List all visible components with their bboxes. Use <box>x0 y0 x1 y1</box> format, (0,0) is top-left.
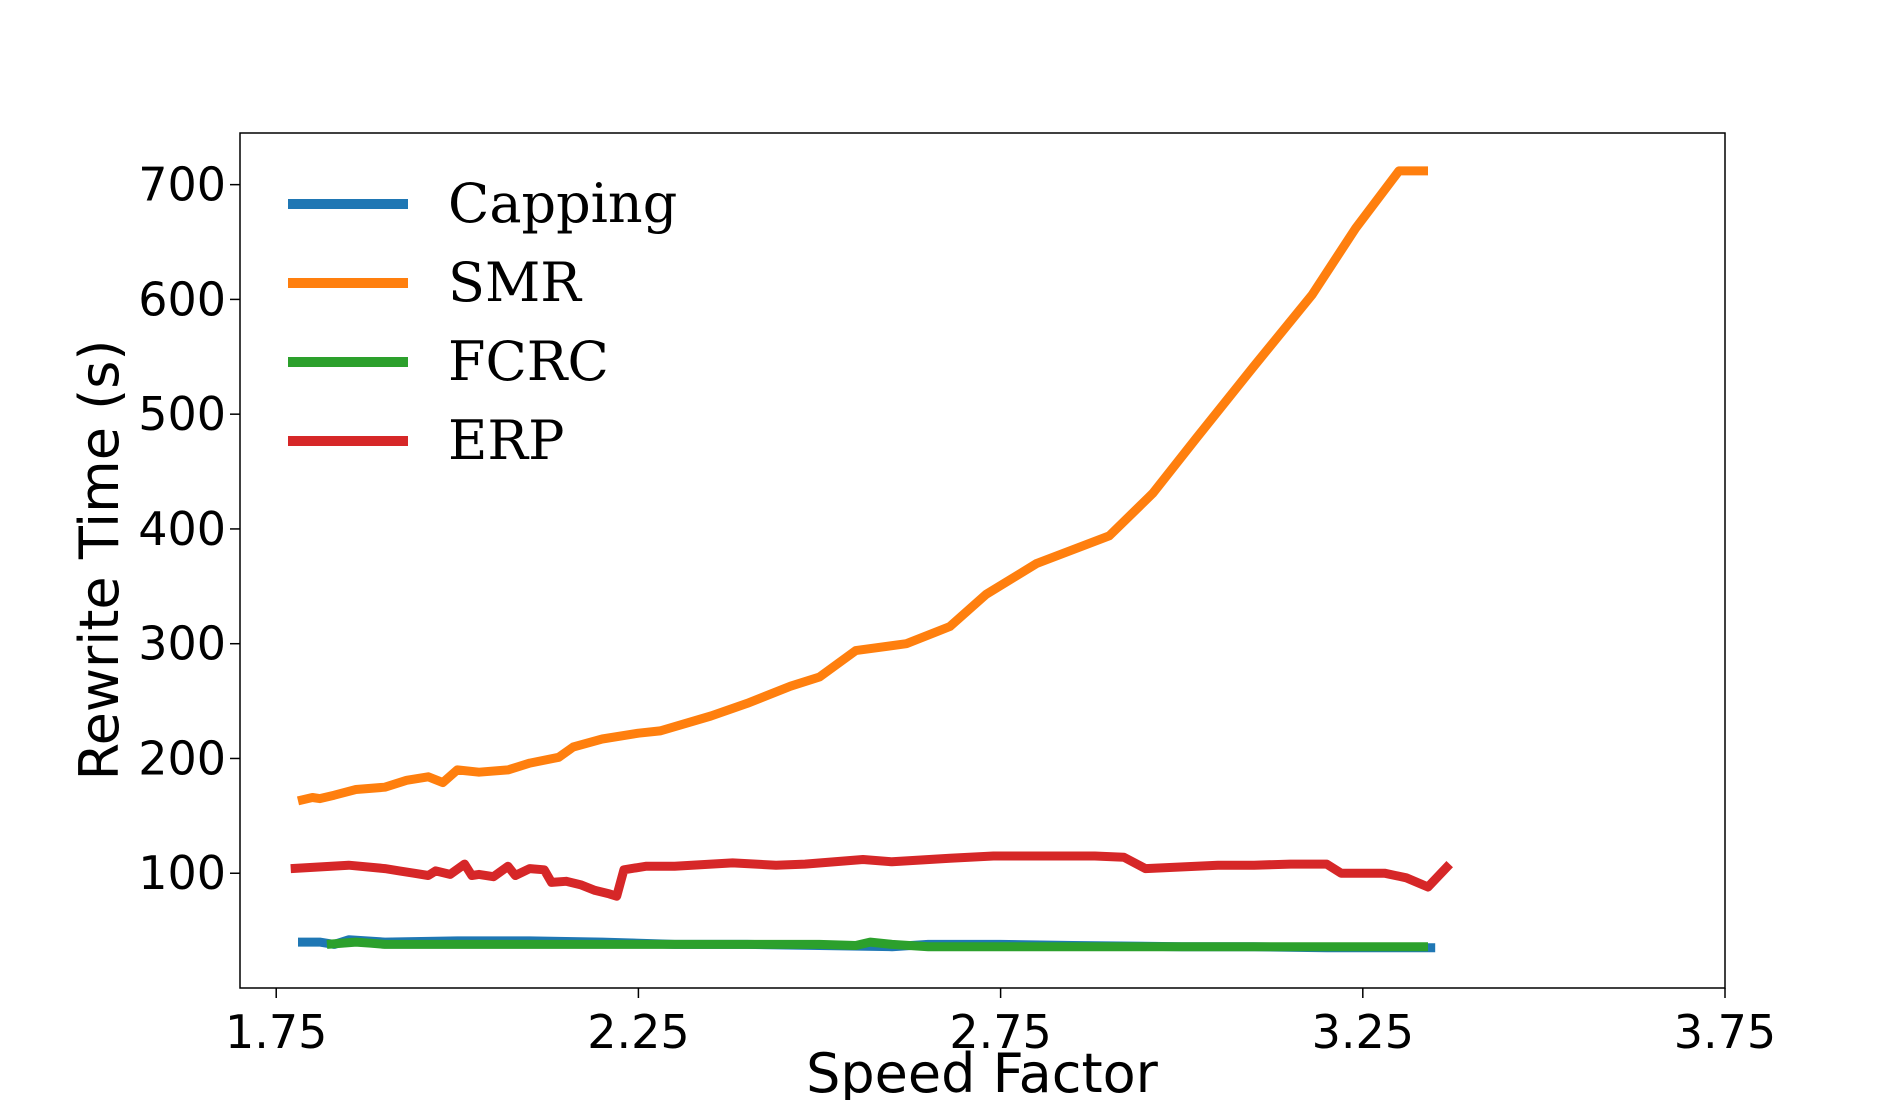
y-tick-label: 200 <box>138 731 226 785</box>
series-layer <box>290 166 1453 953</box>
legend-label-capping: Capping <box>448 172 677 235</box>
legend: Capping SMR FCRC ERP <box>288 172 677 472</box>
series-line-fcrc <box>326 937 1428 952</box>
x-tick-label: 1.75 <box>225 1005 327 1059</box>
plot-area <box>239 132 1726 989</box>
legend-label-fcrc: FCRC <box>448 330 609 393</box>
y-tick-label: 500 <box>138 387 226 441</box>
y-tick-label: 300 <box>138 617 226 671</box>
y-axis: 100 200 300 400 500 600 700 <box>138 158 240 900</box>
x-tick-label: 2.25 <box>587 1005 689 1059</box>
x-axis: 1.75 2.25 2.75 3.25 3.75 <box>225 988 1776 1059</box>
series-line-erp <box>290 851 1453 901</box>
y-tick-label: 100 <box>138 846 226 900</box>
legend-label-erp: ERP <box>448 409 564 472</box>
y-tick-label: 600 <box>138 272 226 326</box>
x-tick-label: 3.75 <box>1674 1005 1776 1059</box>
y-tick-label: 400 <box>138 502 226 556</box>
x-axis-title: Speed Factor <box>806 1042 1159 1100</box>
y-axis-title: Rewrite Time (s) <box>68 340 131 781</box>
legend-label-smr: SMR <box>448 251 582 314</box>
x-tick-label: 2.75 <box>949 1005 1051 1059</box>
series-line-smr <box>296 166 1428 806</box>
x-tick-label: 3.25 <box>1312 1005 1414 1059</box>
y-tick-label: 700 <box>138 158 226 212</box>
